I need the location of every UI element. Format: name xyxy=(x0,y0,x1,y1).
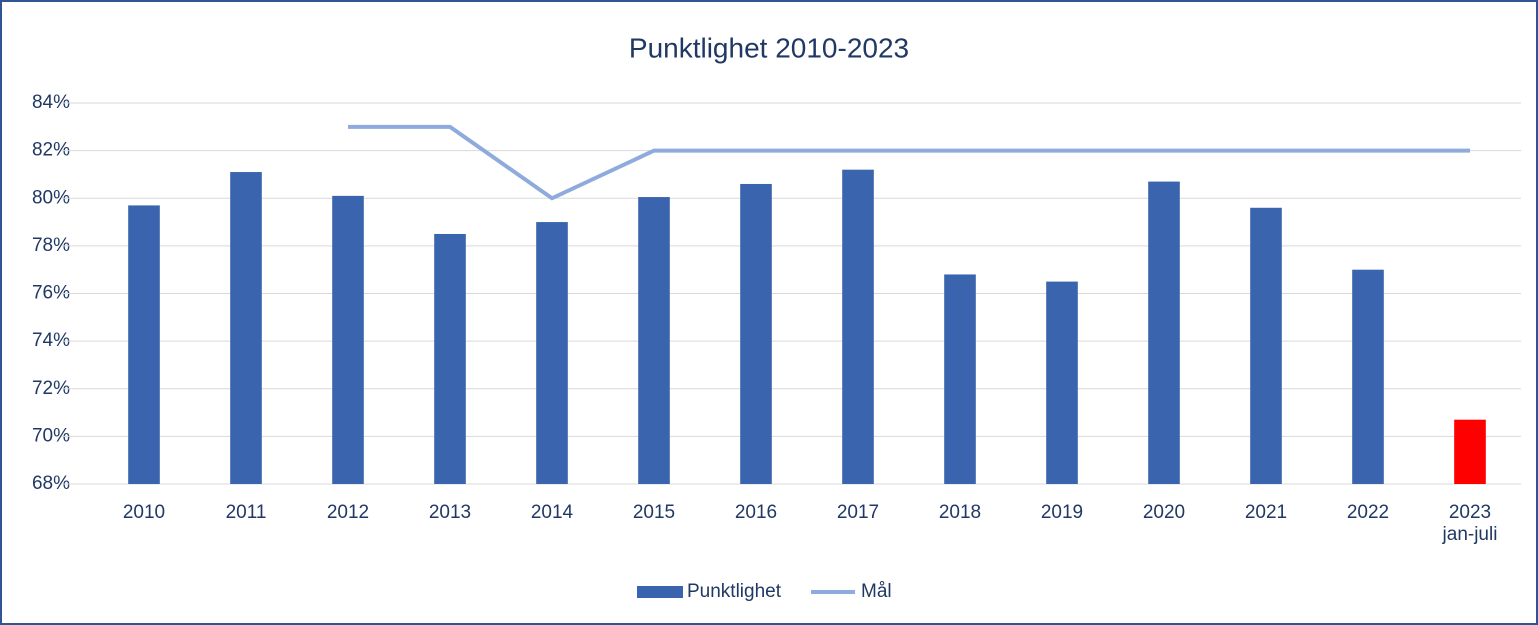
legend-swatch xyxy=(637,586,683,598)
x-tick-label: 2020 xyxy=(1142,502,1186,523)
x-tick-label: 2022 xyxy=(1346,502,1390,523)
y-tick-label: 80% xyxy=(32,187,70,208)
bar xyxy=(740,183,772,484)
y-tick-label: 82% xyxy=(32,140,70,161)
bar xyxy=(536,222,568,484)
bar xyxy=(434,233,466,484)
y-tick-label: 70% xyxy=(32,425,70,446)
bar xyxy=(842,169,874,485)
bar xyxy=(1046,281,1078,484)
y-tick-label: 74% xyxy=(32,330,70,351)
bar xyxy=(1148,181,1180,485)
chart-title: Punktlighet 2010-2023 xyxy=(629,32,909,63)
x-tick-label: 2011 xyxy=(225,502,267,523)
y-tick-label: 76% xyxy=(32,283,70,304)
bar xyxy=(638,197,670,484)
target-line xyxy=(348,124,1470,201)
x-tick-label: 2010 xyxy=(122,502,166,523)
bar xyxy=(332,195,364,484)
y-tick-label: 84% xyxy=(32,92,70,113)
bar xyxy=(230,172,262,484)
bar xyxy=(1352,269,1384,484)
x-tick-label: 2019 xyxy=(1040,502,1084,523)
y-tick-label: 68% xyxy=(32,473,70,494)
x-tick-label: 2021 xyxy=(1244,502,1288,523)
y-tick-label: 72% xyxy=(32,378,70,399)
y-tick-label: 78% xyxy=(32,235,70,256)
x-tick-label: 2017 xyxy=(836,502,880,523)
bar xyxy=(944,274,976,484)
x-tick-label: 2015 xyxy=(632,502,676,523)
bar xyxy=(1250,207,1282,484)
x-tick-label: 2012 xyxy=(326,502,370,523)
bar xyxy=(128,205,160,485)
x-tick-label: 2016 xyxy=(734,502,778,523)
legend-label: Mål xyxy=(861,581,892,602)
x-tick-label: 2014 xyxy=(530,502,574,523)
x-tick-label: 2023 jan-juli xyxy=(1442,502,1498,545)
x-tick-label: 2013 xyxy=(428,502,472,523)
x-tick-label: 2018 xyxy=(938,502,982,523)
bar xyxy=(1454,419,1486,484)
legend-label: Punktlighet xyxy=(687,581,782,602)
